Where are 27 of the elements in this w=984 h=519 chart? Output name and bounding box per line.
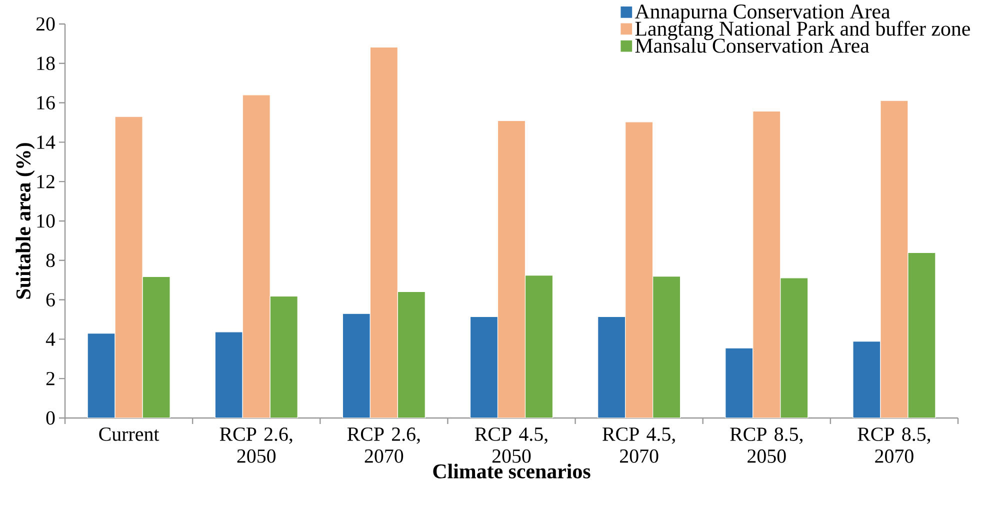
y-tick-label: 6 <box>46 293 55 306</box>
x-axis-title: Climate scenarios <box>433 464 590 478</box>
y-tick-label: 4 <box>46 332 56 346</box>
x-tick-label: RCP 2.6, 2050 <box>220 428 292 463</box>
bar <box>880 100 908 418</box>
y-tick-label: 20 <box>36 17 55 31</box>
x-tick-label: RCP 8.5, 2070 <box>858 428 930 463</box>
x-tick-label: RCP 4.5, 2050 <box>474 428 548 463</box>
y-tick-label: 0 <box>46 411 55 425</box>
bar <box>114 116 143 418</box>
x-tick-label: RCP 4.5, 2070 <box>602 428 675 463</box>
y-tick-label: 10 <box>37 214 55 228</box>
y-tick-label: 8 <box>46 254 55 268</box>
bar <box>497 120 526 418</box>
bar <box>242 94 270 418</box>
y-tick-label: 18 <box>37 56 55 70</box>
y-tick-label: 14 <box>37 136 56 149</box>
y-tick-label: 12 <box>37 174 54 188</box>
bar <box>625 122 654 418</box>
bar <box>370 46 398 418</box>
x-tick-label: Current <box>99 428 160 441</box>
x-tick-label: RCP 2.6, 2070 <box>347 428 420 463</box>
x-tick-label: RCP 8.5, 2050 <box>730 428 802 463</box>
y-tick-label: 16 <box>37 96 55 110</box>
y-tick-label: 2 <box>46 372 54 386</box>
bar <box>752 110 781 418</box>
y-axis-title: Suitable area (%) <box>16 143 35 299</box>
